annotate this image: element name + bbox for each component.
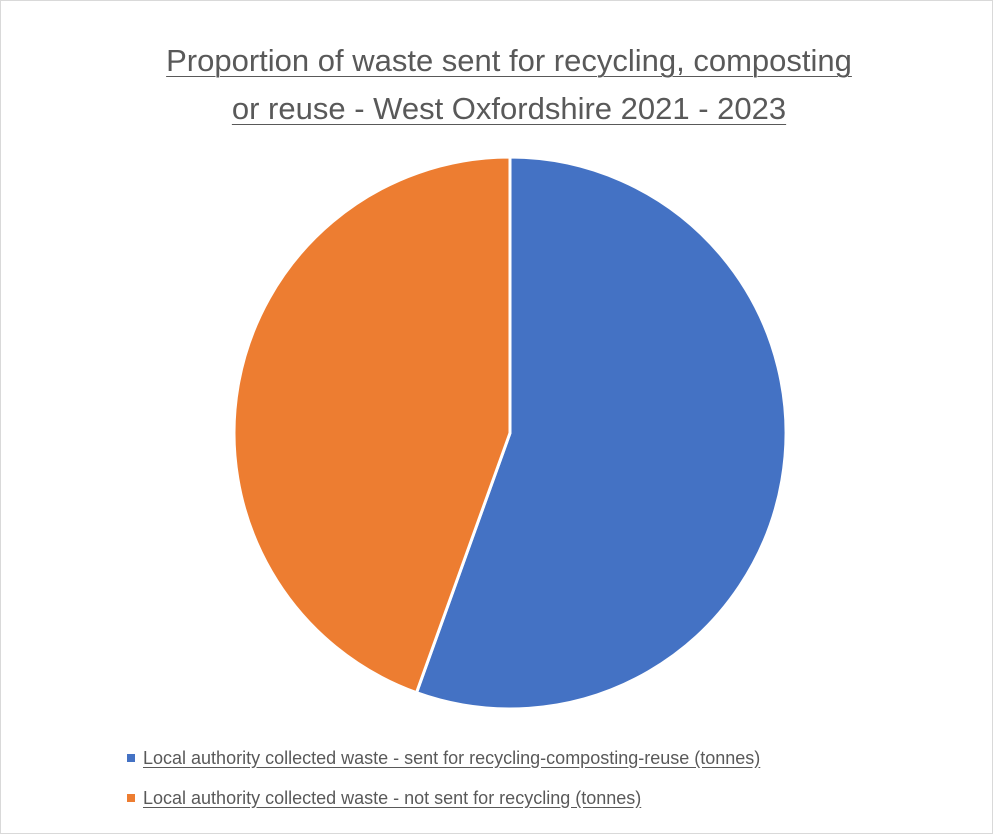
chart-title-line-2: or reuse - West Oxfordshire 2021 - 2023 bbox=[231, 91, 787, 126]
legend-swatch-not-recycled bbox=[127, 794, 135, 802]
chart-legend: Local authority collected waste - sent f… bbox=[127, 747, 760, 827]
chart-title: Proportion of waste sent for recycling, … bbox=[1, 37, 996, 133]
pie-slice-recycled[interactable] bbox=[415, 155, 788, 711]
legend-item-not-recycled[interactable]: Local authority collected waste - not se… bbox=[127, 787, 760, 809]
legend-item-recycled[interactable]: Local authority collected waste - sent f… bbox=[127, 747, 760, 769]
chart-title-line-1: Proportion of waste sent for recycling, … bbox=[166, 43, 852, 78]
legend-label-recycled: Local authority collected waste - sent f… bbox=[143, 747, 761, 768]
pie-slice-not-recycled[interactable] bbox=[232, 155, 512, 695]
legend-label-not-recycled: Local authority collected waste - not se… bbox=[143, 787, 642, 808]
legend-swatch-recycled bbox=[127, 754, 135, 762]
